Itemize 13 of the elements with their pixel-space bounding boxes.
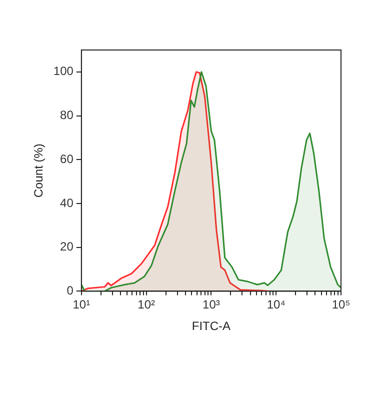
x-tick-label: 10³ <box>202 298 220 312</box>
y-tick-label: 0 <box>66 284 74 298</box>
x-tick-label: 10¹ <box>72 298 90 312</box>
y-tick-label: 20 <box>60 240 74 254</box>
x-axis-title: FITC-A <box>192 319 231 334</box>
y-axis-title: Count (%) <box>32 144 46 198</box>
y-tick-label: 40 <box>60 196 74 210</box>
y-tick-label: 80 <box>60 108 74 122</box>
x-tick-label: 10² <box>138 298 155 312</box>
x-tick-label: 10⁵ <box>332 298 350 312</box>
y-tick-label: 100 <box>53 64 74 78</box>
x-tick-label: 10⁴ <box>266 298 286 312</box>
y-tick-label: 60 <box>60 152 74 166</box>
